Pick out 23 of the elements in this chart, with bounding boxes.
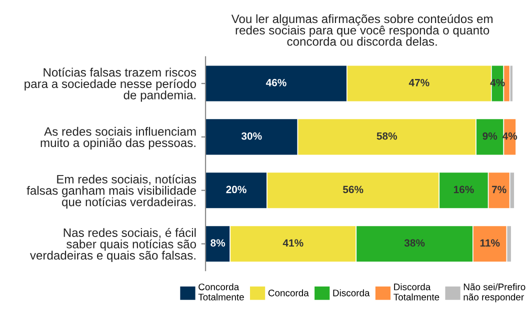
data-label: 56% — [342, 186, 364, 194]
legend-label: Não sei/Prefiro não responder — [464, 283, 526, 302]
legend-label: Concorda — [268, 289, 309, 296]
data-label: 20% — [226, 186, 246, 194]
data-label: 38% — [404, 239, 425, 247]
y-tick-label: As redes sociais influenciam muito a opinião das pessoas. — [40, 126, 196, 150]
y-tick-label: Notícias falsas trazem riscos para a sociedade nesse período de pandemia. — [24, 68, 196, 102]
data-label: 41% — [282, 239, 304, 247]
data-label: 11% — [480, 239, 500, 247]
data-label: 47% — [408, 78, 430, 86]
data-label: 7% — [492, 186, 506, 194]
y-tick-label: Em redes sociais, notícias falsas ganham mais visibilidade que notícias verdadeiras. — [26, 174, 196, 209]
data-label: 8% — [210, 239, 226, 247]
data-label: 9% — [482, 132, 498, 140]
legend-label: Discorda — [333, 289, 370, 296]
data-label: 58% — [376, 132, 398, 140]
legend-label: Discorda Totalmente — [394, 283, 440, 300]
data-label: 46% — [266, 78, 286, 86]
data-label: 16% — [454, 186, 474, 194]
y-tick-label: Nas redes sociais, é fácil saber quais notícias são verdadeiras e quais são falsas. — [30, 228, 196, 262]
chart-title: Vou ler algumas afirmações sobre conteúdos em redes sociais para que você responda o quanto concorda ou discorda delas. — [231, 14, 492, 46]
data-label: 30% — [241, 132, 262, 140]
legend-label: Concorda Totalmente — [198, 283, 244, 300]
